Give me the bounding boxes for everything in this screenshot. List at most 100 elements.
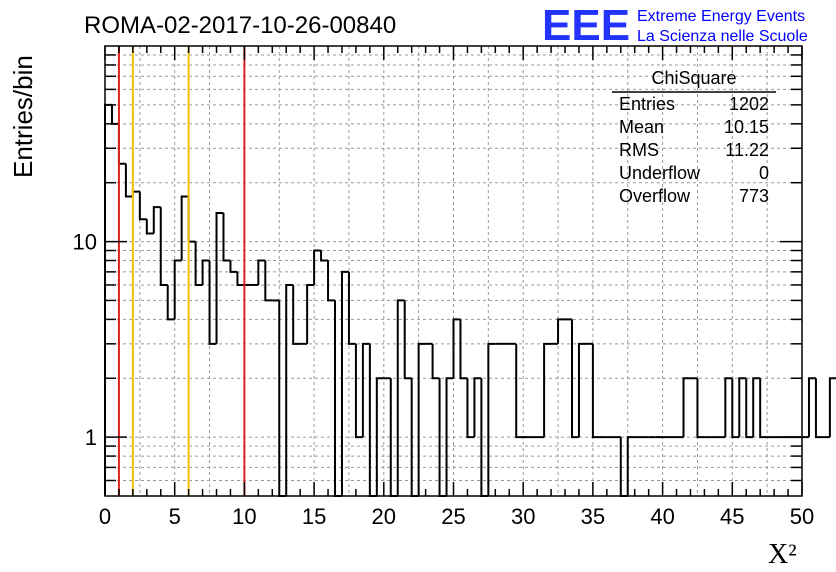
histogram-bin: [292, 284, 301, 345]
histogram-bin: [557, 318, 566, 344]
histogram-bin: [682, 377, 691, 438]
histogram-bin: [807, 377, 816, 438]
histogram-bin: [417, 342, 426, 496]
histogram-bin: [828, 377, 836, 438]
histogram-bin: [334, 300, 342, 497]
histogram-bin: [473, 377, 482, 438]
y-tick-label: 10: [73, 230, 97, 255]
histogram: [104, 103, 836, 497]
histogram-bin: [327, 260, 336, 302]
histogram-bin: [814, 378, 823, 439]
stats-value: 0: [759, 163, 769, 183]
histogram-bin: [724, 377, 733, 438]
stats-value: 773: [739, 186, 769, 206]
histogram-bin: [222, 212, 231, 262]
x-tick-label: 15: [302, 504, 326, 529]
logo-line1: Extreme Energy Events: [637, 8, 805, 25]
stats-value: 11.22: [725, 140, 769, 160]
x-tick-label: 30: [511, 504, 535, 529]
histogram-bin: [159, 207, 168, 286]
histogram-bin: [752, 377, 761, 438]
histogram-bin: [591, 343, 600, 439]
histogram-bin: [543, 342, 552, 438]
histogram-bin: [445, 377, 454, 496]
stats-label: RMS: [619, 140, 659, 160]
stats-label: Entries: [619, 94, 675, 114]
x-tick-label: 0: [99, 504, 111, 529]
histogram-bin: [403, 300, 412, 380]
histogram-bin: [738, 377, 747, 438]
x-tick-label: 25: [441, 504, 465, 529]
histogram-bin: [626, 436, 635, 496]
stats-value: 10.15: [724, 117, 769, 137]
histogram-bin: [487, 342, 496, 496]
logo-text: EEE: [542, 1, 630, 50]
y-tick-label: 1: [85, 425, 97, 450]
stats-box: ChiSquare Entries 1202 Mean 10.15 RMS 11.22 Un…: [612, 68, 776, 206]
histogram-bin: [215, 211, 224, 344]
histogram-bin: [320, 250, 329, 262]
histogram-bin: [745, 378, 754, 439]
histogram-bin: [124, 163, 133, 198]
histogram-bin: [236, 271, 245, 286]
histogram-bin: [396, 299, 405, 496]
histogram-bin: [145, 219, 154, 235]
histogram-bin: [340, 270, 349, 496]
x-axis-label: X²: [768, 539, 797, 570]
threshold-lines: [117, 46, 246, 496]
histogram-bin: [173, 259, 182, 320]
stats-label: Underflow: [619, 163, 701, 183]
histogram-bin: [368, 343, 377, 497]
histogram-bin: [696, 378, 705, 439]
x-axis-ticks: 0 5 10 15 20 25 30 35 40 45 50: [99, 46, 814, 529]
y-axis-label: Entries/bin: [8, 55, 38, 178]
x-tick-label: 20: [372, 504, 396, 529]
stats-label: Overflow: [619, 186, 691, 206]
stats-title: ChiSquare: [651, 68, 736, 88]
histogram-bin: [208, 260, 217, 345]
histogram-bin: [515, 343, 524, 439]
histogram-bin: [361, 342, 370, 438]
histogram-bin: [577, 342, 586, 438]
x-tick-label: 10: [232, 504, 256, 529]
histogram-bin: [152, 206, 161, 234]
histogram-bin: [431, 343, 440, 380]
histogram-bin: [285, 283, 294, 496]
histogram-bin: [264, 260, 273, 302]
histogram-bin: [187, 196, 196, 243]
histogram-bin: [110, 104, 119, 125]
histogram-bin: [459, 319, 468, 380]
histogram-bin: [194, 241, 203, 286]
run-title: ROMA-02-2017-10-26-00840: [84, 12, 396, 39]
histogram-bin: [117, 123, 126, 165]
x-tick-label: 35: [581, 504, 605, 529]
x-tick-label: 40: [650, 504, 674, 529]
stats-value: 1202: [729, 94, 769, 114]
eee-logo: EEE Extreme Energy Events La Scienza nel…: [542, 1, 808, 50]
histogram-bin: [759, 378, 768, 439]
histogram-bin: [306, 283, 315, 344]
histogram-bin: [229, 260, 238, 273]
histogram-bin: [731, 378, 740, 439]
x-tick-label: 5: [169, 504, 181, 529]
histogram-bin: [354, 343, 363, 439]
histogram-bin: [278, 300, 287, 497]
histogram-bin: [131, 190, 140, 197]
histogram-bin: [257, 259, 266, 285]
y-axis-ticks: 1 10: [73, 54, 802, 482]
histogram-bin: [466, 378, 475, 439]
histogram-bin: [138, 191, 147, 221]
stats-label: Mean: [619, 117, 664, 137]
logo-line2: La Scienza nelle Scuole: [637, 28, 808, 45]
histogram-bin: [570, 319, 579, 439]
histogram-bin: [313, 249, 322, 285]
histogram-bin: [166, 284, 175, 321]
x-tick-label: 50: [790, 504, 814, 529]
histogram-bin: [201, 259, 210, 285]
histogram-bin: [347, 271, 356, 345]
histogram-bin: [180, 195, 189, 261]
histogram-bin: [375, 377, 384, 496]
histogram-bin: [452, 318, 461, 379]
x-tick-label: 45: [720, 504, 744, 529]
